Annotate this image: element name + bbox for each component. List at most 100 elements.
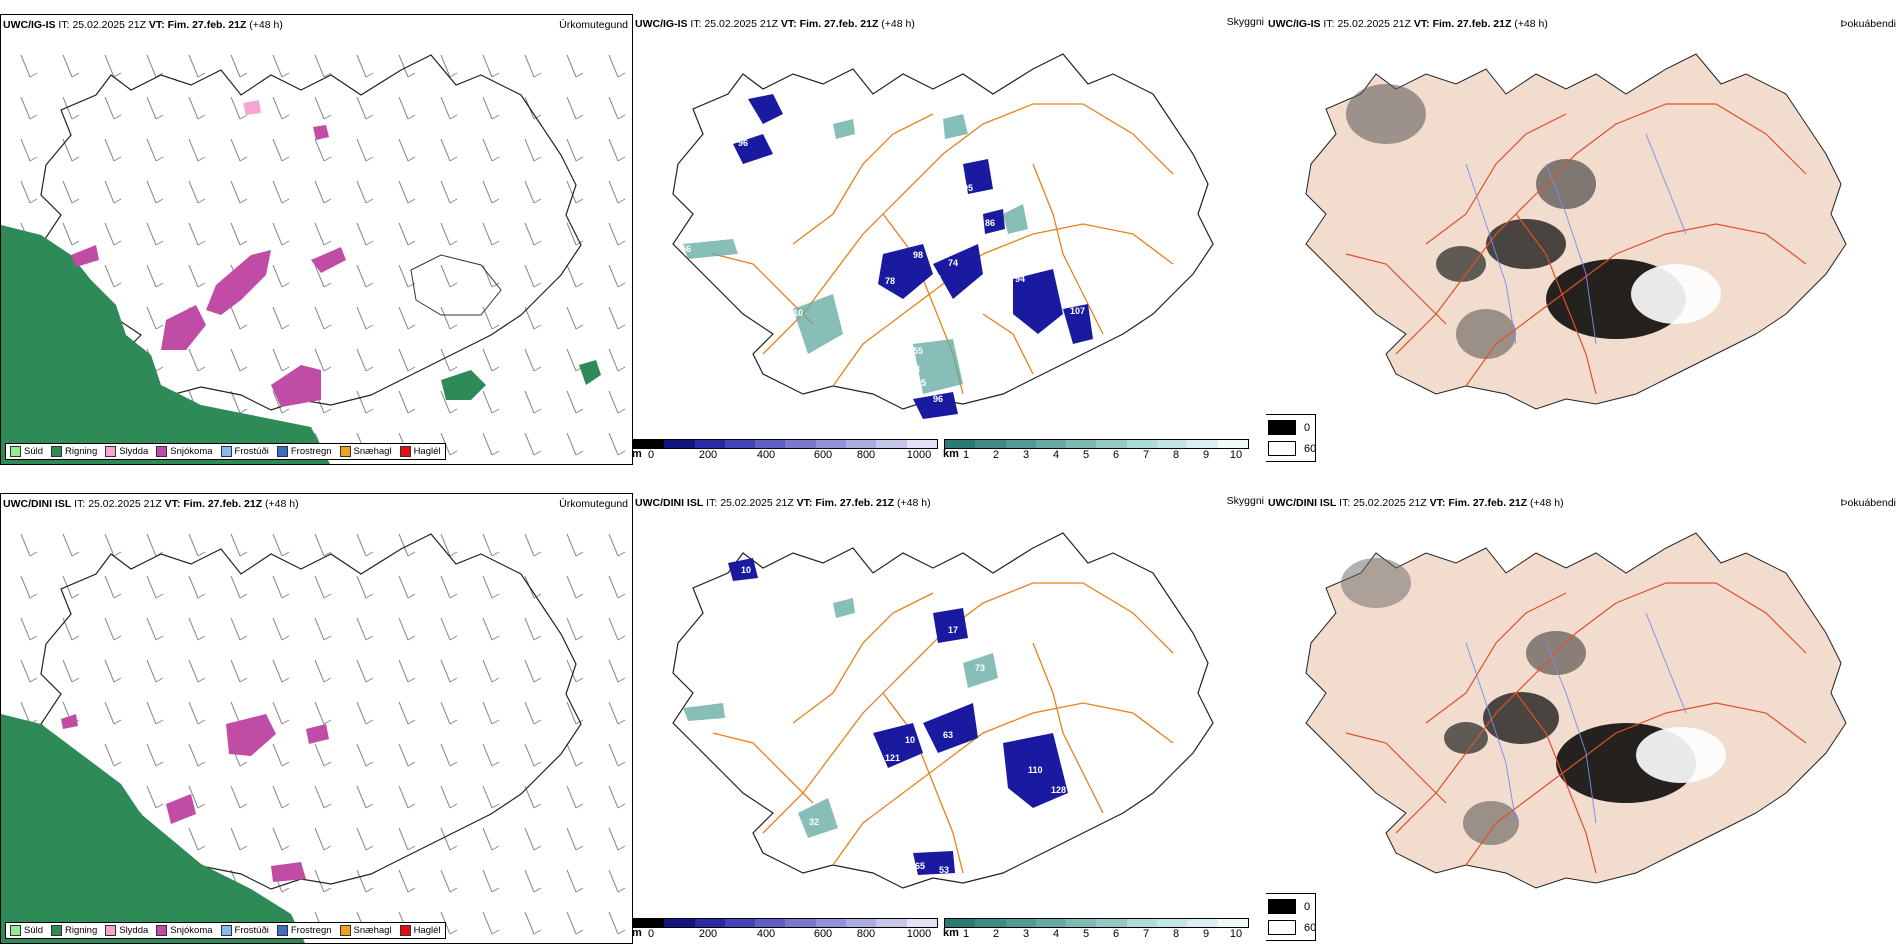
model-name: UWC/IG-IS <box>635 18 688 30</box>
wind-barb-flag <box>239 72 248 78</box>
wind-barb-flag <box>323 551 332 557</box>
cbar-tick: 1 <box>962 928 970 940</box>
road-network <box>712 582 1174 874</box>
wind-barb <box>230 180 241 204</box>
wind-barb <box>566 701 577 725</box>
cloud-base-areas <box>733 94 1093 419</box>
sleet-swatch <box>105 925 117 936</box>
wind-barb <box>20 659 31 683</box>
wind-barb <box>62 222 73 246</box>
wind-barb-flag <box>365 761 374 767</box>
value-label: 308 <box>851 292 866 302</box>
snow-area-6 <box>71 245 99 267</box>
wind-barb <box>188 222 199 246</box>
cbar-tick: 4 <box>1052 449 1060 461</box>
wind-barb-flag <box>155 156 164 162</box>
wind-barb <box>524 869 535 893</box>
value-label: 95 <box>963 183 973 193</box>
cbar-cell <box>724 440 756 448</box>
wind-barb <box>146 533 157 557</box>
wind-barb-flag <box>113 593 122 599</box>
iceland-coastline <box>672 532 1214 889</box>
wind-barb <box>608 911 619 935</box>
wind-barb <box>566 869 577 893</box>
cbar-cell <box>975 440 1006 448</box>
wind-barb <box>356 659 367 683</box>
drizzle-swatch <box>10 925 21 936</box>
value-label: 110 <box>1028 765 1043 775</box>
wind-barb <box>188 96 199 120</box>
wind-barb-flag <box>407 761 416 767</box>
cbar-tick: 4 <box>1052 928 1060 940</box>
wind-barb-flag <box>491 282 500 288</box>
wind-barb <box>608 659 619 683</box>
valid-time: Fim. 27.feb. 21Z <box>799 18 879 30</box>
cbar-tick: 600 <box>813 928 833 940</box>
cbar-tick: 6 <box>1112 928 1120 940</box>
wind-barb-flag <box>239 803 248 809</box>
snow-area-5 <box>61 714 78 729</box>
wind-barb <box>104 659 115 683</box>
wind-barb <box>482 264 493 288</box>
wind-barb-flag <box>323 324 332 330</box>
wind-barb-flag <box>197 240 206 246</box>
snow-area-1 <box>206 250 271 315</box>
cbar-cell <box>876 919 907 927</box>
road-network <box>1345 103 1807 395</box>
wind-barb-flag <box>281 551 290 557</box>
cbar-cell <box>664 440 695 448</box>
wind-barb <box>314 533 325 557</box>
wind-barb <box>356 869 367 893</box>
wind-barb <box>398 264 409 288</box>
cloud-visibility-map-bottom: 10 17 73 86 121 10 63 110 128 32 18 65 5… <box>633 493 1266 944</box>
cbar-tick: 6 <box>1112 449 1120 461</box>
wind-barb <box>356 138 367 162</box>
init-time: 25.02.2025 21Z <box>704 18 778 30</box>
wind-barb <box>608 533 619 557</box>
wind-barb <box>272 827 283 851</box>
wind-barb-flag <box>29 593 38 599</box>
wind-barb-flag <box>113 551 122 557</box>
value-label: 245 <box>911 378 926 388</box>
wind-barb <box>608 869 619 893</box>
wind-barb-flag <box>491 593 500 599</box>
wind-barb <box>188 54 199 78</box>
wind-barb-flag <box>155 593 164 599</box>
value-label: 96 <box>738 138 748 148</box>
wind-barb-flag <box>407 551 416 557</box>
wind-barb-flag <box>533 887 542 893</box>
precip-map-svg <box>1 533 626 943</box>
wind-barb <box>608 432 619 456</box>
wind-barb <box>524 264 535 288</box>
wind-barb <box>314 306 325 330</box>
wind-barb <box>272 222 283 246</box>
wind-barb-flag <box>617 551 626 557</box>
wind-barb-flag <box>533 845 542 851</box>
fog-legend-value: 0 <box>1304 421 1311 434</box>
iceland-land-fog <box>1305 532 1847 889</box>
wind-barb <box>482 54 493 78</box>
wind-barb-flag <box>71 72 80 78</box>
panel-header: UWC/IG-IS IT: 25.02.2025 21Z VT: Fim. 27… <box>1268 18 1548 30</box>
cbar-cell <box>785 919 816 927</box>
valid-label: VT: <box>164 498 181 510</box>
wind-barb-flag <box>323 677 332 683</box>
legend-label: Haglél <box>413 925 441 936</box>
wind-barb <box>398 743 409 767</box>
wind-barb-flag <box>407 845 416 851</box>
colorbar-ticks: 0 200 400 600 800 1000 <box>633 449 938 461</box>
wind-barb <box>272 348 283 372</box>
wind-barb <box>524 222 535 246</box>
wind-barb <box>608 701 619 725</box>
wind-barb-flag <box>155 282 164 288</box>
wind-barb-flag <box>365 887 374 893</box>
cbar-tick: 800 <box>856 928 876 940</box>
wind-barb <box>188 785 199 809</box>
panel-header: UWC/DINI ISL IT: 25.02.2025 21Z VT: Fim.… <box>3 498 299 510</box>
wind-barb-flag <box>113 72 122 78</box>
legend-label: Snjókoma <box>170 925 213 936</box>
wind-barb <box>188 617 199 641</box>
value-label: 74 <box>948 258 958 268</box>
wind-barb <box>524 743 535 767</box>
snow-area-1 <box>226 714 276 756</box>
